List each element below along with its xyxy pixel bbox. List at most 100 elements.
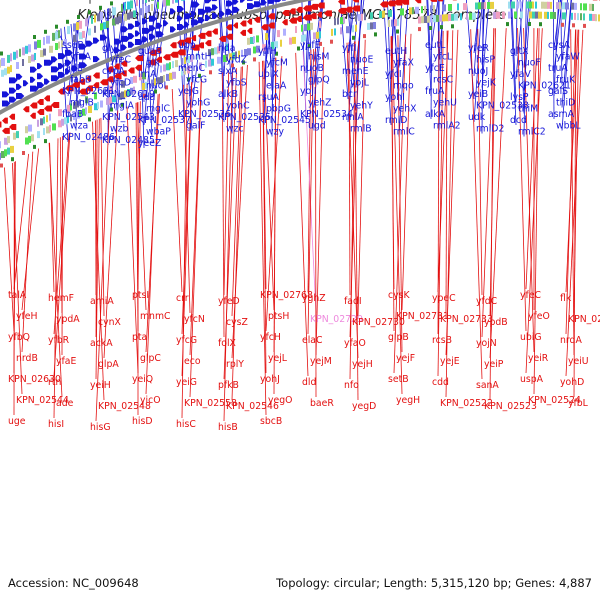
forward-gene-label: guaB bbox=[138, 46, 162, 57]
forward-gene-label: yehX bbox=[393, 104, 417, 115]
forward-gene-label: rmlC2 bbox=[518, 127, 546, 138]
reverse-gene-label: rtn bbox=[48, 377, 61, 388]
reverse-gene-leader-line bbox=[525, 28, 539, 290]
forward-gene-leader-line bbox=[473, 0, 483, 123]
reverse-gene-label: yfbR bbox=[48, 335, 70, 346]
reverse-gene-label: yegD bbox=[352, 401, 376, 412]
forward-gene-label: rmlA bbox=[342, 112, 364, 123]
forward-gene-label: yohG bbox=[186, 98, 210, 109]
reverse-gene-leader-line bbox=[21, 148, 39, 311]
forward-gene-leader-line bbox=[271, 0, 277, 114]
reverse-gene-leader-line bbox=[136, 102, 147, 311]
reverse-gene-leader-line bbox=[302, 51, 317, 314]
reverse-gene-leader-line bbox=[357, 39, 366, 317]
forward-gene-label: sseB bbox=[62, 40, 84, 51]
reverse-gene-leader-line bbox=[295, 52, 309, 377]
reverse-gene-leader-line bbox=[354, 41, 359, 401]
reverse-gene-label: KPN_02522 bbox=[440, 398, 493, 409]
reverse-gene-label: yfeO bbox=[528, 311, 550, 322]
reverse-gene-label: ypdB bbox=[484, 317, 508, 328]
reverse-gene-leader-line bbox=[481, 28, 495, 338]
forward-gene-leader-line bbox=[218, 0, 225, 123]
forward-gene-leader-line bbox=[139, 0, 145, 149]
forward-gene-label: KPN_02485 bbox=[102, 135, 155, 146]
reverse-gene-label: yejL bbox=[268, 353, 288, 364]
reverse-gene-leader-line bbox=[53, 138, 59, 419]
feature-strip-3 bbox=[0, 1, 594, 149]
forward-gene-label: KPN_02631 bbox=[62, 86, 115, 97]
reverse-gene-leader-line bbox=[103, 110, 119, 359]
forward-gene-label: bcr bbox=[342, 89, 357, 100]
forward-gene-label: sixA bbox=[218, 66, 238, 77]
forward-gene-leader-line bbox=[511, 0, 517, 103]
reverse-gene-leader-line bbox=[437, 30, 444, 377]
forward-gene-leader-line bbox=[523, 0, 532, 91]
forward-gene-label: yffH bbox=[258, 46, 277, 57]
forward-gene-label: wzy bbox=[266, 127, 284, 138]
forward-gene-leader-line bbox=[426, 0, 432, 97]
reverse-gene-leader-line bbox=[145, 94, 159, 395]
forward-gene-label: cvpA bbox=[102, 66, 126, 77]
reverse-gene-leader-line bbox=[48, 142, 63, 398]
reverse-gene-leader-line bbox=[315, 48, 317, 398]
reverse-gene-label: ptsI bbox=[132, 290, 149, 301]
reverse-gene-label: mnmC bbox=[140, 311, 171, 322]
forward-gene-leader-line bbox=[231, 0, 234, 134]
forward-gene-label: yfaW bbox=[556, 52, 580, 63]
forward-gene-label: yojL bbox=[350, 78, 370, 89]
reverse-gene-label: KPN_02544 bbox=[16, 395, 69, 406]
forward-gene-label: KPN_02543 bbox=[102, 112, 155, 123]
forward-gene-label: elaA bbox=[266, 81, 287, 92]
reverse-gene-label: KPN_02731 bbox=[396, 311, 449, 322]
reverse-gene-track-2 bbox=[2, 0, 600, 134]
forward-gene-label: yfcM bbox=[266, 58, 288, 69]
backbone-arc bbox=[0, 0, 315, 115]
reverse-gene-label: hisD bbox=[132, 416, 152, 427]
reverse-gene-leader-line bbox=[231, 66, 242, 317]
forward-gene-leader-line bbox=[515, 0, 518, 57]
forward-gene-label: fruA bbox=[425, 86, 445, 97]
reverse-gene-label: yghZ bbox=[302, 293, 326, 304]
reverse-gene-label: KPN_02524 bbox=[528, 395, 581, 406]
reverse-gene-label: yfbL bbox=[568, 398, 589, 409]
reverse-gene-label: cysK bbox=[388, 290, 410, 301]
reverse-gene-label: setB bbox=[388, 374, 409, 385]
reverse-gene-leader-line bbox=[437, 31, 440, 335]
reverse-gene-label: dld bbox=[302, 377, 316, 388]
reverse-gene-label: baeR bbox=[310, 398, 334, 409]
forward-gene-leader-line bbox=[519, 0, 525, 114]
reverse-gene-leader-line bbox=[53, 132, 70, 335]
reverse-gene-label: KPN_02730 bbox=[352, 317, 405, 328]
forward-gene-leader-line bbox=[191, 0, 194, 85]
reverse-gene-label: yeiP bbox=[484, 359, 504, 370]
forward-gene-label: KPN_02536 bbox=[178, 109, 231, 120]
forward-gene-label: nuoE bbox=[350, 55, 373, 66]
reverse-gene-label: cynX bbox=[98, 317, 122, 328]
reverse-gene-leader-line bbox=[307, 49, 312, 293]
forward-gene-label: nuoF bbox=[518, 58, 541, 69]
forward-gene-label: galS bbox=[548, 86, 568, 97]
forward-gene-label: yohI bbox=[385, 92, 405, 103]
reverse-gene-leader-line bbox=[92, 121, 105, 401]
forward-gene-leader-line bbox=[99, 11, 109, 77]
forward-gene-label: alkA bbox=[425, 109, 446, 120]
reverse-gene-leader-line bbox=[391, 36, 395, 332]
reverse-gene-label: rcsB bbox=[432, 335, 452, 346]
forward-gene-label: yejK bbox=[476, 78, 497, 89]
forward-gene-leader-line bbox=[145, 0, 153, 137]
forward-gene-label: yfcE bbox=[425, 63, 445, 74]
reverse-gene-leader-line bbox=[489, 28, 495, 401]
forward-gene-label: eutH bbox=[385, 46, 407, 57]
reverse-gene-leader-line bbox=[517, 27, 527, 332]
forward-gene-label: truA bbox=[548, 63, 568, 74]
reverse-gene-label: yicO bbox=[140, 395, 161, 406]
forward-gene-label: hisM bbox=[308, 52, 329, 63]
reverse-gene-leader-line bbox=[171, 88, 183, 293]
forward-gene-label: fabB bbox=[70, 75, 91, 86]
forward-gene-leader-line bbox=[553, 0, 561, 51]
reverse-gene-leader-line bbox=[445, 30, 454, 398]
forward-gene-label: yehU bbox=[433, 98, 457, 109]
reverse-gene-label: ptsH bbox=[268, 311, 289, 322]
forward-gene-leader-line bbox=[438, 0, 444, 131]
reverse-gene-leader-line bbox=[477, 28, 483, 296]
